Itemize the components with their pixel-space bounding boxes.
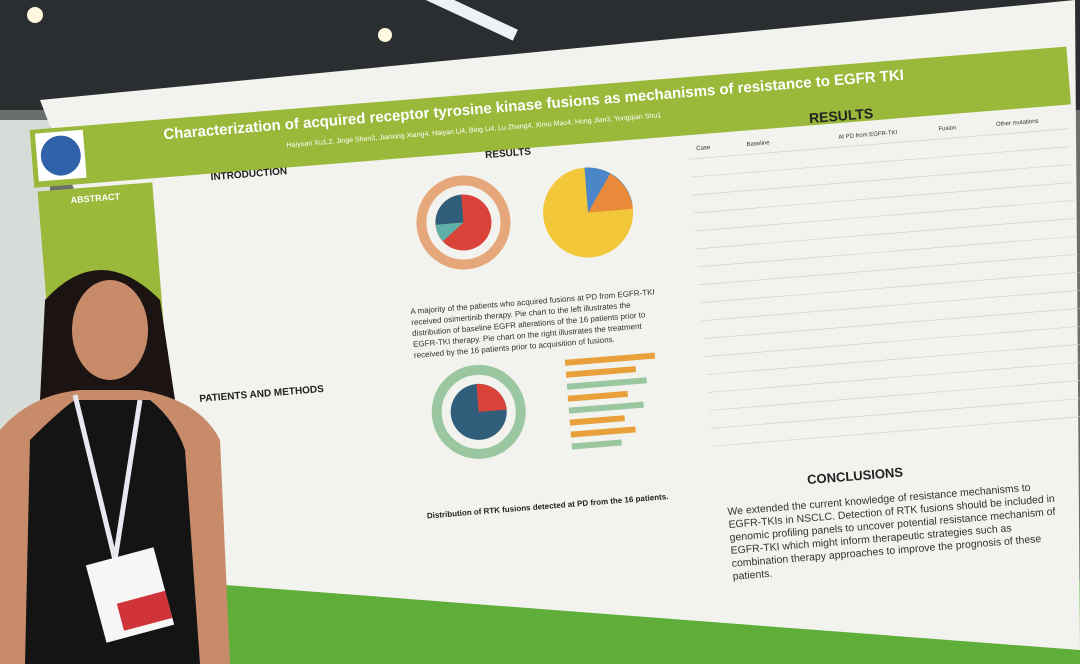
ceiling-light xyxy=(378,28,392,42)
table-row-line xyxy=(706,343,1080,375)
table-row-line xyxy=(690,146,1070,178)
ceiling-lamp xyxy=(422,0,518,41)
table-row-line xyxy=(689,128,1068,160)
table-header: At PD from EGFR-TKI xyxy=(838,130,898,141)
table-header: Other mutations xyxy=(996,119,1039,128)
pie-bottom xyxy=(431,364,526,459)
logo-mark xyxy=(40,135,81,176)
table-row-line xyxy=(693,182,1073,214)
table-row-line xyxy=(703,307,1080,339)
table xyxy=(689,128,1080,447)
table-row-line xyxy=(696,218,1076,250)
table-row-line xyxy=(709,379,1080,411)
table-row-line xyxy=(699,254,1079,286)
pie-left xyxy=(416,175,511,270)
pie-right xyxy=(543,167,634,258)
table-row-line xyxy=(697,236,1077,268)
header-band xyxy=(29,46,1071,188)
abstract-heading: ABSTRACT xyxy=(70,191,121,205)
table-row-line xyxy=(700,271,1080,304)
table-row-line xyxy=(710,397,1080,429)
table-row-line xyxy=(702,289,1080,321)
table-row-line xyxy=(712,415,1080,447)
table-header: Case xyxy=(696,145,711,152)
table-row-line xyxy=(707,361,1080,393)
conclusions-line: patients. xyxy=(732,568,773,583)
table-row-line xyxy=(694,200,1074,232)
results-heading-right: RESULTS xyxy=(808,105,873,126)
results-heading: RESULTS xyxy=(485,146,532,161)
ceiling-light xyxy=(27,7,43,23)
person xyxy=(0,270,230,664)
table-row-line xyxy=(704,325,1080,357)
fusion-bars xyxy=(564,352,656,450)
table-header: Fusion xyxy=(938,125,956,132)
table-row-line xyxy=(691,164,1071,196)
table-header: Baseline xyxy=(746,140,770,148)
